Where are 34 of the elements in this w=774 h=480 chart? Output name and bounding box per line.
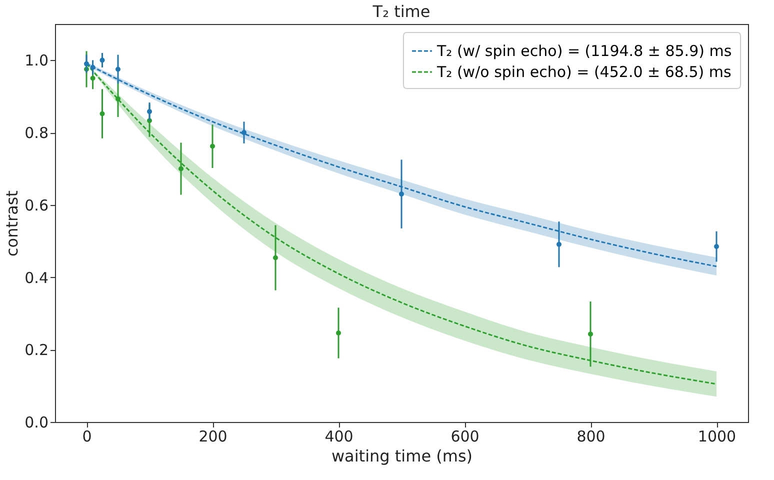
x-tick-label: 600: [450, 428, 480, 446]
chart-title: T₂ time: [372, 2, 430, 21]
y-tick-label: 0.6: [24, 196, 48, 214]
x-tick-label: 800: [576, 428, 606, 446]
y-tick-label: 0.0: [24, 414, 48, 432]
point: [90, 76, 96, 81]
point: [100, 111, 105, 116]
point: [116, 96, 120, 102]
point: [242, 130, 246, 136]
point: [588, 332, 593, 337]
legend-label: T₂ (w/ spin echo) = (1194.8 ± 85.9) ms: [436, 42, 732, 60]
point: [84, 61, 89, 66]
y-axis-title: contrast: [2, 190, 22, 256]
point: [210, 144, 215, 149]
point: [100, 58, 105, 63]
y-tick-label: 0.4: [24, 268, 48, 287]
x-tick-label: 0: [82, 428, 92, 446]
x-tick-label: 1000: [698, 428, 736, 446]
point: [90, 64, 96, 70]
point: [336, 330, 341, 336]
legend-label: T₂ (w/o spin echo) = (452.0 ± 68.5) ms: [436, 63, 732, 81]
point: [178, 166, 184, 172]
y-tick-label: 1.0: [24, 52, 48, 70]
point: [714, 244, 719, 250]
point: [273, 255, 278, 260]
x-tick-label: 400: [324, 428, 354, 446]
point: [147, 109, 152, 114]
x-axis-title: waiting time (ms): [331, 446, 473, 466]
point: [399, 192, 404, 197]
point: [556, 242, 562, 247]
x-tick-label: 200: [198, 428, 228, 446]
y-tick-label: 0.2: [24, 341, 48, 360]
point: [116, 66, 120, 72]
y-tick-label: 0.8: [24, 124, 48, 142]
